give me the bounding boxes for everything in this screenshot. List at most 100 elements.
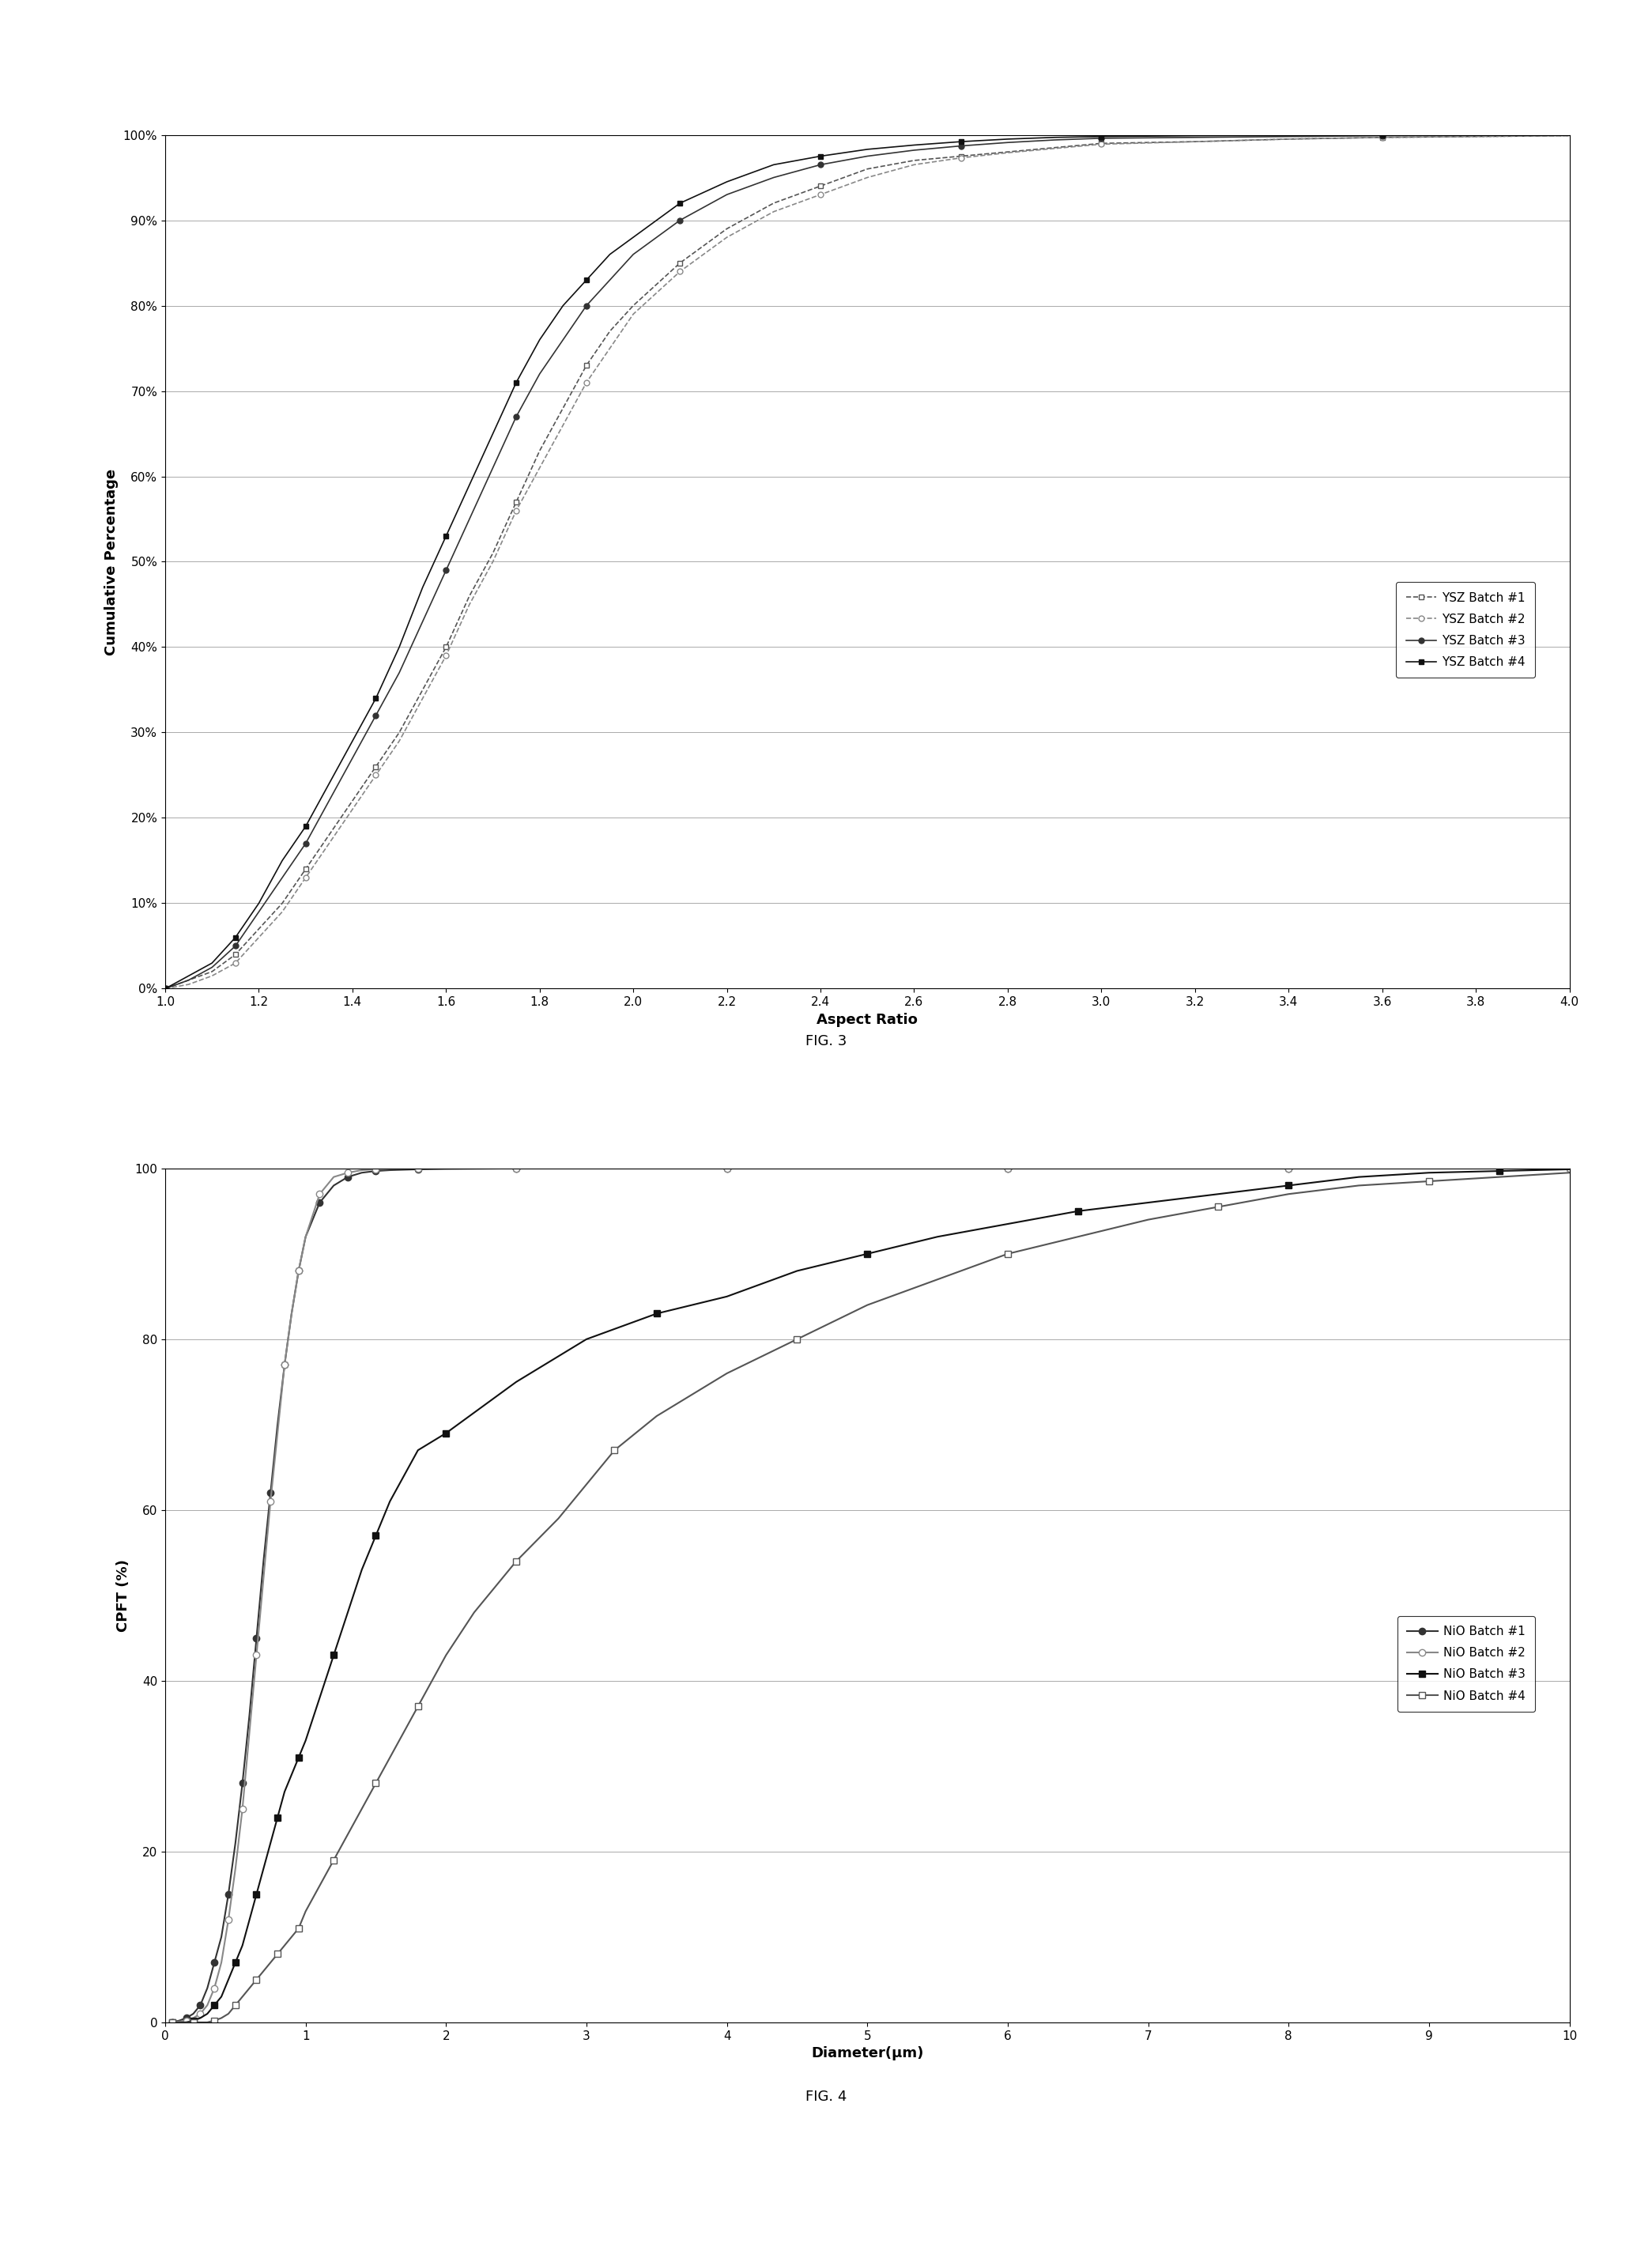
YSZ Batch #3 [530, 360, 550, 386]
Line: NiO Batch #1: NiO Batch #1 [169, 1166, 1573, 2025]
Line: NiO Batch #4: NiO Batch #4 [169, 1168, 1573, 2025]
NiO Batch #4 [296, 1899, 316, 1926]
Line: YSZ Batch #4: YSZ Batch #4 [162, 133, 1573, 991]
YSZ Batch #1 [857, 155, 877, 182]
X-axis label: Aspect Ratio: Aspect Ratio [816, 1013, 919, 1027]
YSZ Batch #1 [623, 292, 643, 319]
YSZ Batch #4 [553, 292, 573, 319]
YSZ Batch #3 [1279, 124, 1298, 151]
YSZ Batch #4 [530, 326, 550, 353]
YSZ Batch #3 [225, 933, 244, 959]
NiO Batch #4 [177, 2009, 197, 2036]
YSZ Batch #1 [952, 144, 971, 171]
YSZ Batch #4 [202, 950, 221, 977]
NiO Batch #4 [367, 1771, 387, 1798]
YSZ Batch #4 [1184, 121, 1204, 148]
NiO Batch #3 [162, 2009, 182, 2036]
YSZ Batch #4 [319, 771, 339, 798]
YSZ Batch #2 [1279, 126, 1298, 153]
NiO Batch #2 [211, 1948, 231, 1975]
NiO Batch #2 [240, 1719, 259, 1746]
NiO Batch #1 [198, 1975, 218, 2002]
NiO Batch #4 [408, 1692, 428, 1719]
NiO Batch #1 [352, 1159, 372, 1186]
YSZ Batch #2 [811, 182, 831, 209]
NiO Batch #4 [1559, 1159, 1579, 1186]
YSZ Batch #1 [1092, 130, 1112, 157]
NiO Batch #2 [254, 1564, 274, 1591]
NiO Batch #1 [717, 1155, 737, 1182]
NiO Batch #2 [169, 2009, 188, 2036]
NiO Batch #4 [788, 1326, 808, 1353]
YSZ Batch #2 [482, 548, 502, 575]
NiO Batch #3 [577, 1326, 596, 1353]
NiO Batch #2 [198, 1991, 218, 2018]
YSZ Batch #2 [155, 975, 175, 1002]
NiO Batch #3 [324, 1643, 344, 1670]
NiO Batch #4 [274, 1932, 294, 1959]
YSZ Batch #3 [436, 557, 456, 584]
NiO Batch #1 [408, 1155, 428, 1182]
NiO Batch #4 [506, 1548, 525, 1575]
YSZ Batch #2 [553, 411, 573, 438]
NiO Batch #2 [233, 1795, 253, 1822]
YSZ Batch #3 [155, 975, 175, 1002]
YSZ Batch #1 [178, 966, 198, 993]
YSZ Batch #3 [202, 953, 221, 980]
NiO Batch #2 [367, 1155, 387, 1182]
YSZ Batch #2 [436, 643, 456, 670]
NiO Batch #3 [211, 1984, 231, 2011]
NiO Batch #1 [289, 1258, 309, 1285]
NiO Batch #1 [211, 1923, 231, 1950]
NiO Batch #3 [296, 1728, 316, 1755]
NiO Batch #2 [339, 1159, 358, 1186]
YSZ Batch #4 [296, 813, 316, 840]
NiO Batch #1 [367, 1157, 387, 1184]
NiO Batch #1 [261, 1479, 281, 1505]
YSZ Batch #1 [577, 353, 596, 380]
NiO Batch #2 [246, 1643, 266, 1670]
NiO Batch #3 [506, 1368, 525, 1395]
NiO Batch #4 [240, 1975, 259, 2002]
NiO Batch #3 [1419, 1159, 1439, 1186]
NiO Batch #1 [1419, 1155, 1439, 1182]
NiO Batch #1 [233, 1771, 253, 1798]
NiO Batch #3 [1350, 1164, 1370, 1191]
NiO Batch #2 [190, 2000, 210, 2027]
YSZ Batch #2 [904, 151, 923, 178]
YSZ Batch #2 [1465, 124, 1485, 151]
NiO Batch #1 [436, 1155, 456, 1182]
NiO Batch #1 [205, 1948, 225, 1975]
YSZ Batch #2 [506, 497, 525, 524]
YSZ Batch #3 [904, 137, 923, 164]
YSZ Batch #3 [577, 292, 596, 319]
Line: YSZ Batch #2: YSZ Batch #2 [162, 133, 1573, 991]
NiO Batch #4 [1419, 1168, 1439, 1195]
YSZ Batch #1 [296, 856, 316, 883]
NiO Batch #4 [183, 2009, 203, 2036]
NiO Batch #2 [205, 1975, 225, 2002]
Y-axis label: CPFT (%): CPFT (%) [116, 1559, 131, 1631]
YSZ Batch #3 [952, 133, 971, 160]
YSZ Batch #4 [1092, 124, 1112, 151]
NiO Batch #4 [1279, 1180, 1298, 1207]
Line: NiO Batch #2: NiO Batch #2 [169, 1166, 1573, 2025]
NiO Batch #4 [548, 1505, 568, 1532]
YSZ Batch #2 [342, 795, 362, 822]
YSZ Batch #3 [319, 786, 339, 813]
YSZ Batch #4 [623, 225, 643, 252]
YSZ Batch #2 [577, 369, 596, 395]
NiO Batch #1 [380, 1157, 400, 1184]
YSZ Batch #3 [273, 865, 292, 892]
YSZ Batch #1 [155, 975, 175, 1002]
YSZ Batch #3 [459, 506, 479, 533]
Text: FIG. 4: FIG. 4 [805, 2090, 847, 2103]
YSZ Batch #2 [998, 139, 1018, 166]
YSZ Batch #1 [717, 216, 737, 243]
NiO Batch #1 [857, 1155, 877, 1182]
NiO Batch #1 [177, 2004, 197, 2031]
NiO Batch #4 [1350, 1173, 1370, 1200]
NiO Batch #2 [352, 1157, 372, 1184]
YSZ Batch #3 [1184, 124, 1204, 151]
YSZ Batch #1 [998, 139, 1018, 166]
